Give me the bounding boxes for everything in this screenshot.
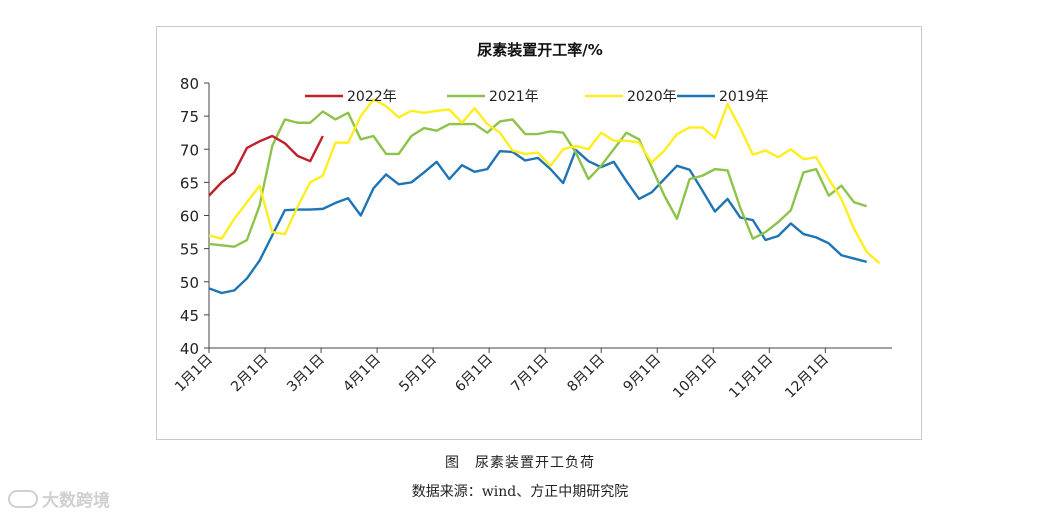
y-tick-label: 60 (180, 208, 199, 226)
legend-label: 2022年 (347, 89, 397, 105)
y-tick-label: 80 (180, 75, 199, 93)
y-tick-label: 50 (180, 274, 199, 292)
y-tick-label: 65 (180, 174, 199, 192)
x-tick-label: 7月1日 (508, 352, 552, 396)
y-tick-label: 45 (180, 307, 199, 325)
x-axis: 1月1日 2月1日 3月1日 4月1日 5月1日 6月1日 7月1日 8月1日 9月1日 10月1… (172, 347, 892, 402)
series-line-2020年 (208, 98, 881, 265)
x-tick-label: 2月1日 (228, 352, 272, 396)
watermark: 大数跨境 (8, 486, 110, 511)
y-axis: 40 45 50 55 60 65 70 75 80 (180, 75, 210, 358)
chart-title: 尿素装置开工率/% (477, 41, 603, 59)
y-tick-label: 40 (180, 340, 199, 358)
urea-operating-rate-chart: 尿素装置开工率/% 40 45 50 55 60 65 70 75 80 1月1日 2月1日 3月1… (172, 41, 892, 402)
legend-label: 2019年 (719, 89, 769, 105)
y-tick-label: 55 (180, 241, 199, 259)
series-layer (208, 98, 881, 295)
x-tick-label: 10月1日 (670, 352, 720, 402)
series-line-2022年 (208, 134, 324, 197)
x-tick-label: 5月1日 (396, 352, 440, 396)
legend: 2022年 2021年 2020年 2019年 (305, 89, 769, 105)
legend-label: 2021年 (489, 89, 539, 105)
x-tick-label: 11月1日 (726, 352, 776, 402)
x-tick-label: 1月1日 (172, 352, 216, 396)
x-tick-label: 8月1日 (564, 352, 608, 396)
watermark-text: 大数跨境 (42, 491, 110, 511)
y-tick-label: 75 (180, 108, 199, 126)
chat-bubble-icon (8, 489, 38, 508)
x-tick-label: 4月1日 (340, 352, 384, 396)
x-tick-label: 3月1日 (284, 352, 328, 396)
source-caption: 数据来源：wind、方正中期研究院 (411, 484, 629, 500)
series-line-2019年 (208, 148, 868, 295)
legend-label: 2020年 (627, 89, 677, 105)
x-tick-label: 9月1日 (620, 352, 664, 396)
series-line-2021年 (208, 110, 868, 248)
x-tick-label: 6月1日 (452, 352, 496, 396)
x-tick-label: 12月1日 (782, 352, 832, 402)
figure-caption: 图 尿素装置开工负荷 (445, 455, 595, 471)
y-tick-label: 70 (180, 141, 199, 159)
chart-frame: 尿素装置开工率/% 40 45 50 55 60 65 70 75 80 1月1日 2月1日 3月1… (156, 26, 922, 440)
